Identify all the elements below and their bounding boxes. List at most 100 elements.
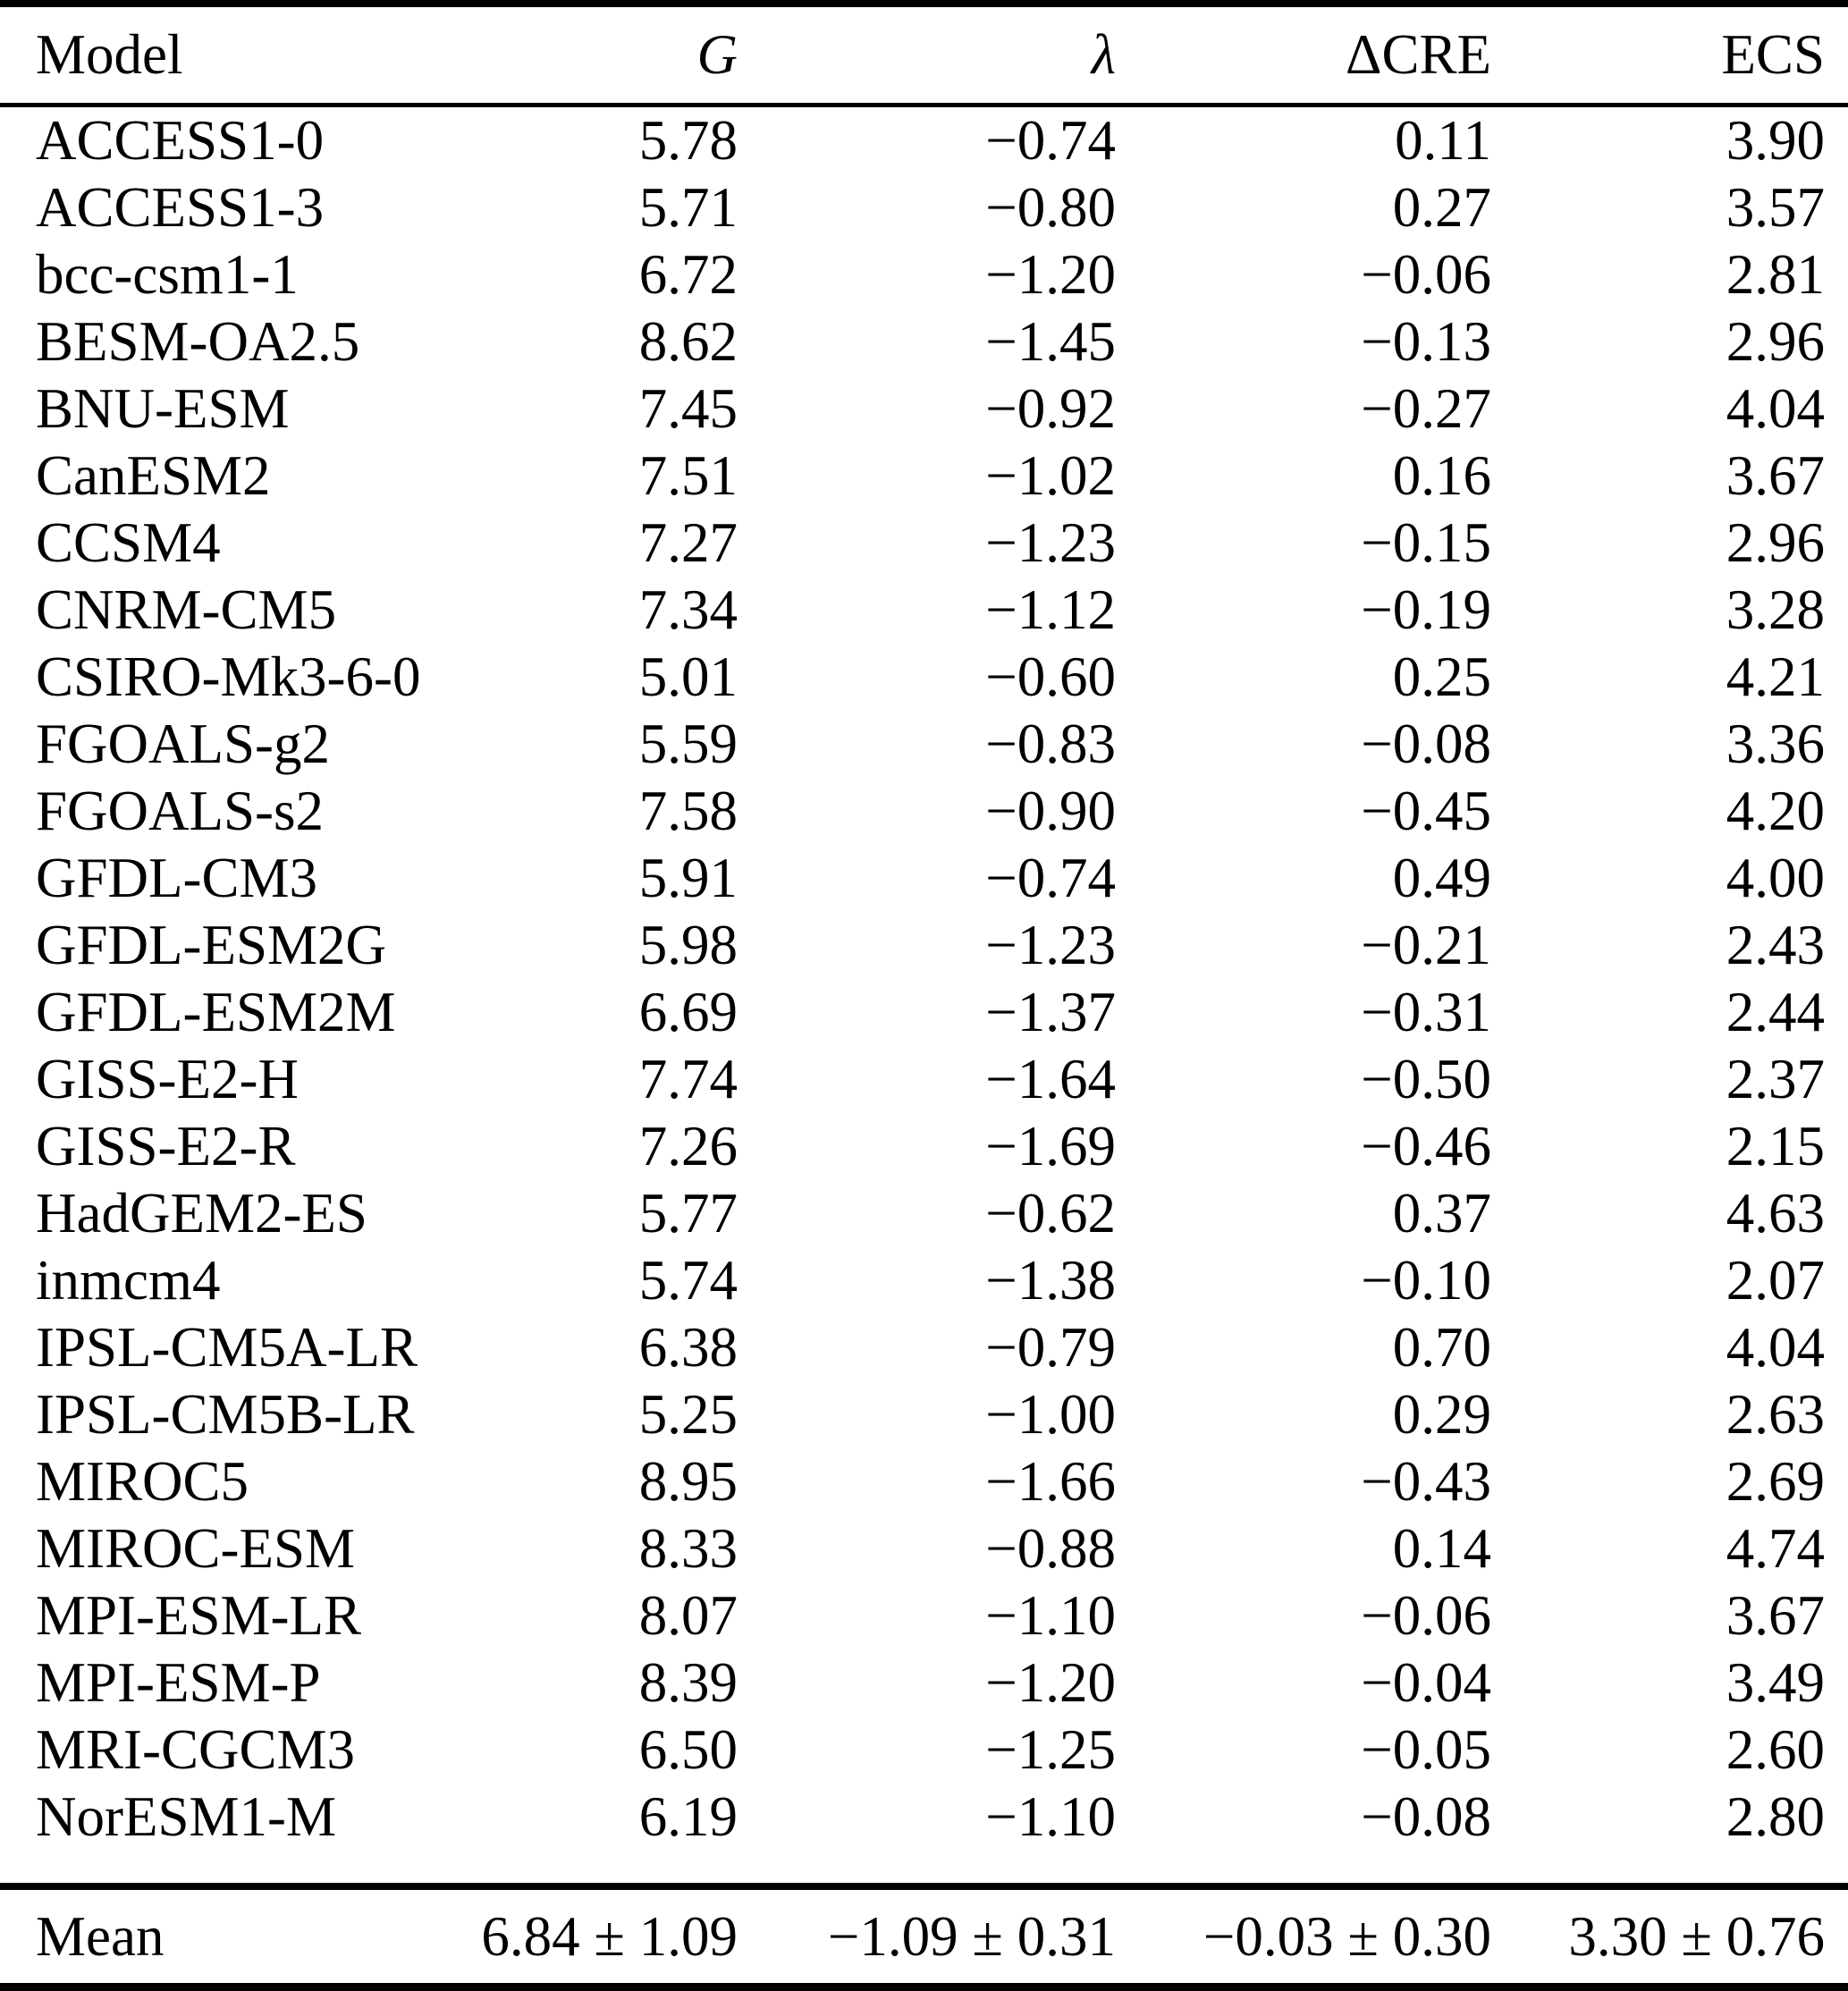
cell-ecs-value: 2.80 bbox=[1726, 1785, 1825, 1848]
cell-lambda-value: −0.62 bbox=[985, 1182, 1116, 1244]
cell-ecs-value: 3.49 bbox=[1726, 1651, 1825, 1714]
cell-delta-cre-value: −0.19 bbox=[1361, 578, 1491, 641]
table-row: ACCESS1-0 5.78 −0.74 0.11 3.90 bbox=[0, 107, 1848, 174]
cell-delta-cre-value: −0.08 bbox=[1361, 1785, 1491, 1848]
cell-lambda-value: −1.23 bbox=[985, 914, 1116, 976]
cell-ecs-value: 3.67 bbox=[1726, 1584, 1825, 1647]
cell-model-name: HadGEM2-ES bbox=[36, 1182, 367, 1244]
cell-model-name: GISS-E2-H bbox=[36, 1048, 299, 1110]
cell-delta-cre-value: −0.06 bbox=[1361, 1584, 1491, 1647]
table-row: CCSM4 7.27 −1.23 −0.15 2.96 bbox=[0, 510, 1848, 577]
table-row: FGOALS-s2 7.58 −0.90 −0.45 4.20 bbox=[0, 778, 1848, 845]
cell-g-value: 6.19 bbox=[638, 1785, 738, 1848]
cell-g-value: 8.95 bbox=[638, 1450, 738, 1513]
mean-delta-cre-value: −0.03 ± 0.30 bbox=[1116, 1883, 1491, 1983]
cell-model-name: ACCESS1-0 bbox=[36, 109, 325, 172]
cell-ecs-value: 3.90 bbox=[1726, 109, 1825, 172]
cell-model-name: CCSM4 bbox=[36, 511, 221, 574]
table-row: GFDL-ESM2G 5.98 −1.23 −0.21 2.43 bbox=[0, 912, 1848, 979]
cell-model-name: NorESM1-M bbox=[36, 1785, 337, 1848]
cell-g-value: 5.91 bbox=[638, 847, 738, 909]
cell-delta-cre-value: −0.31 bbox=[1361, 981, 1491, 1043]
table-row: MPI-ESM-LR 8.07 −1.10 −0.06 3.67 bbox=[0, 1582, 1848, 1649]
cell-ecs-value: 2.44 bbox=[1726, 981, 1825, 1043]
cell-ecs-value: 4.74 bbox=[1726, 1517, 1825, 1580]
table-row: BNU-ESM 7.45 −0.92 −0.27 4.04 bbox=[0, 375, 1848, 443]
cell-lambda-value: −1.20 bbox=[985, 1651, 1116, 1714]
cell-lambda-value: −0.90 bbox=[985, 780, 1116, 842]
cell-model-name: IPSL-CM5B-LR bbox=[36, 1383, 415, 1446]
cell-ecs-value: 4.04 bbox=[1726, 1316, 1825, 1379]
cell-ecs-value: 3.36 bbox=[1726, 713, 1825, 775]
cell-ecs-value: 2.96 bbox=[1726, 511, 1825, 574]
cell-lambda-value: −0.83 bbox=[985, 713, 1116, 775]
cell-g-value: 5.01 bbox=[638, 645, 738, 708]
cell-ecs-value: 2.69 bbox=[1726, 1450, 1825, 1513]
cell-model-name: BESM-OA2.5 bbox=[36, 310, 360, 373]
cell-model-name: inmcm4 bbox=[36, 1249, 221, 1312]
cell-ecs-value: 2.81 bbox=[1726, 243, 1825, 306]
cell-lambda-value: −1.25 bbox=[985, 1718, 1116, 1781]
table-row: IPSL-CM5B-LR 5.25 −1.00 0.29 2.63 bbox=[0, 1381, 1848, 1448]
table-row: GFDL-ESM2M 6.69 −1.37 −0.31 2.44 bbox=[0, 979, 1848, 1046]
cell-g-value: 5.59 bbox=[638, 713, 738, 775]
cell-g-value: 8.07 bbox=[638, 1584, 738, 1647]
cell-g-value: 8.62 bbox=[638, 310, 738, 373]
mean-g-value: 6.84 ± 1.09 bbox=[447, 1883, 738, 1983]
table-row: GFDL-CM3 5.91 −0.74 0.49 4.00 bbox=[0, 845, 1848, 912]
cell-delta-cre-value: 0.25 bbox=[1392, 645, 1491, 708]
cell-g-value: 7.58 bbox=[638, 780, 738, 842]
cell-delta-cre-value: −0.46 bbox=[1361, 1115, 1491, 1177]
table-row: BESM-OA2.5 8.62 −1.45 −0.13 2.96 bbox=[0, 308, 1848, 375]
table-row: CNRM-CM5 7.34 −1.12 −0.19 3.28 bbox=[0, 577, 1848, 644]
cell-delta-cre-value: −0.04 bbox=[1361, 1651, 1491, 1714]
cell-g-value: 5.71 bbox=[638, 176, 738, 239]
table-row: ACCESS1-3 5.71 −0.80 0.27 3.57 bbox=[0, 174, 1848, 241]
cell-lambda-value: −1.45 bbox=[985, 310, 1116, 373]
cell-delta-cre-value: 0.14 bbox=[1392, 1517, 1491, 1580]
cell-model-name: MRI-CGCM3 bbox=[36, 1718, 356, 1781]
cell-g-value: 6.38 bbox=[638, 1316, 738, 1379]
cell-g-value: 5.98 bbox=[638, 914, 738, 976]
table-body: ACCESS1-0 5.78 −0.74 0.11 3.90 ACCESS1-3… bbox=[0, 107, 1848, 1883]
cell-ecs-value: 3.67 bbox=[1726, 444, 1825, 507]
cell-delta-cre-value: 0.11 bbox=[1395, 109, 1491, 172]
cell-g-value: 6.50 bbox=[638, 1718, 738, 1781]
table-footer: Mean 6.84 ± 1.09 −1.09 ± 0.31 −0.03 ± 0.… bbox=[0, 1883, 1848, 1983]
cell-model-name: CNRM-CM5 bbox=[36, 578, 337, 641]
cell-delta-cre-value: −0.10 bbox=[1361, 1249, 1491, 1312]
cell-model-name: ACCESS1-3 bbox=[36, 176, 325, 239]
cell-lambda-value: −0.74 bbox=[985, 847, 1116, 909]
cell-g-value: 7.34 bbox=[638, 578, 738, 641]
cell-ecs-value: 4.20 bbox=[1726, 780, 1825, 842]
cell-delta-cre-value: −0.06 bbox=[1361, 243, 1491, 306]
cell-model-name: GISS-E2-R bbox=[36, 1115, 296, 1177]
cell-ecs-value: 4.63 bbox=[1726, 1182, 1825, 1244]
cell-lambda-value: −1.20 bbox=[985, 243, 1116, 306]
column-header-g: G bbox=[447, 7, 738, 107]
cell-model-name: GFDL-ESM2G bbox=[36, 914, 387, 976]
cell-g-value: 7.45 bbox=[638, 377, 738, 440]
cell-ecs-value: 4.21 bbox=[1726, 645, 1825, 708]
cell-delta-cre-value: −0.15 bbox=[1361, 511, 1491, 574]
cell-delta-cre-value: 0.27 bbox=[1392, 176, 1491, 239]
column-header-delta-cre: ΔCRE bbox=[1116, 7, 1491, 107]
cell-delta-cre-value: −0.45 bbox=[1361, 780, 1491, 842]
cell-ecs-value: 2.15 bbox=[1726, 1115, 1825, 1177]
cell-delta-cre-value: −0.21 bbox=[1361, 914, 1491, 976]
cell-g-value: 5.77 bbox=[638, 1182, 738, 1244]
cell-lambda-value: −1.38 bbox=[985, 1249, 1116, 1312]
cell-g-value: 5.78 bbox=[638, 109, 738, 172]
cell-ecs-value: 2.63 bbox=[1726, 1383, 1825, 1446]
header-row: Model G λ ΔCRE ECS bbox=[0, 7, 1848, 107]
cell-g-value: 6.69 bbox=[638, 981, 738, 1043]
cell-g-value: 6.72 bbox=[638, 243, 738, 306]
cell-model-name: MIROC5 bbox=[36, 1450, 249, 1513]
table-row: bcc-csm1-1 6.72 −1.20 −0.06 2.81 bbox=[0, 241, 1848, 308]
cell-lambda-value: −0.92 bbox=[985, 377, 1116, 440]
mean-lambda-value: −1.09 ± 0.31 bbox=[738, 1883, 1116, 1983]
cell-model-name: bcc-csm1-1 bbox=[36, 243, 299, 306]
table-row: IPSL-CM5A-LR 6.38 −0.79 0.70 4.04 bbox=[0, 1314, 1848, 1381]
table-row: MIROC5 8.95 −1.66 −0.43 2.69 bbox=[0, 1448, 1848, 1515]
